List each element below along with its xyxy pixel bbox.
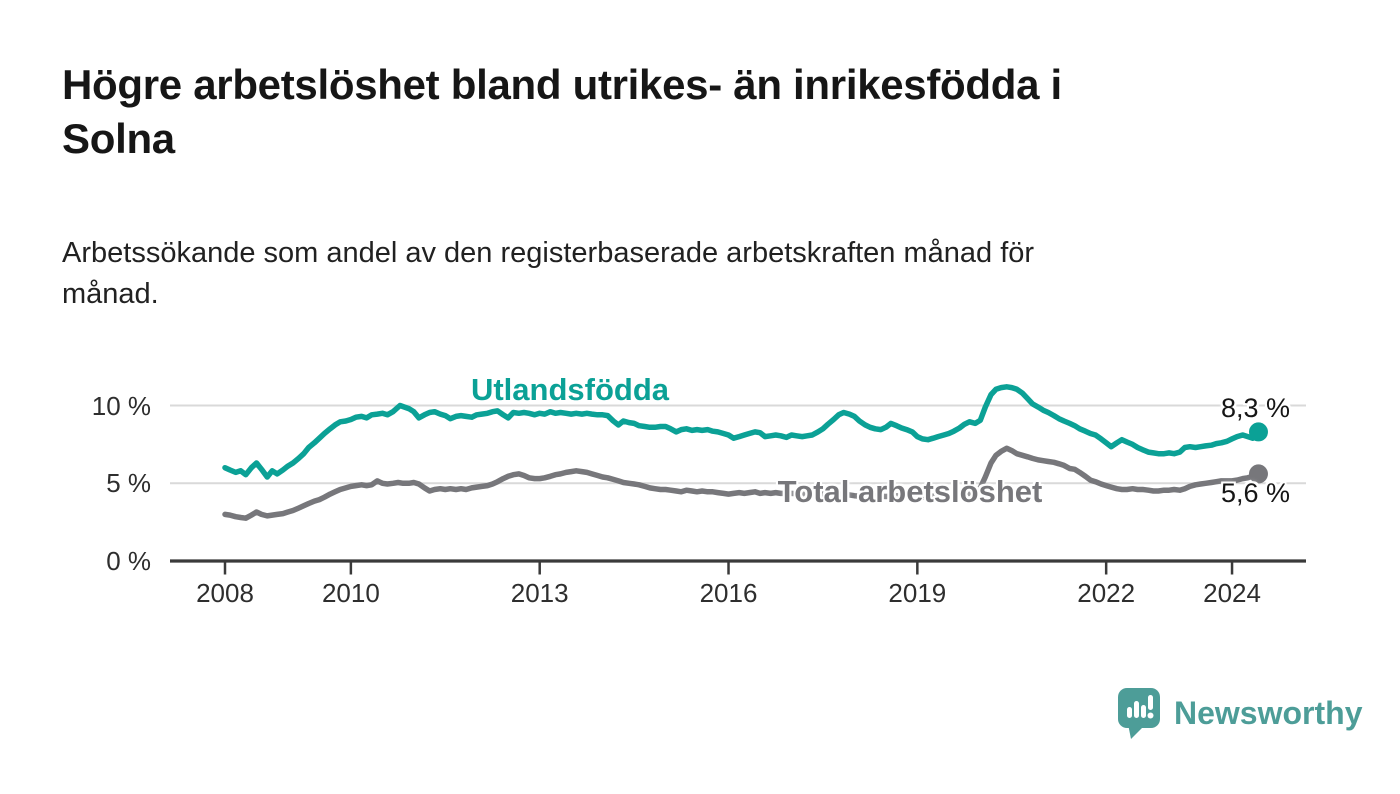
x-axis-tick-label: 2010 [321,578,380,608]
newsworthy-bubble-chart-icon [1116,686,1162,740]
page-title: Högre arbetslöshet bland utrikes- än inr… [62,58,1352,166]
y-axis-tick-label: 5 % [106,468,151,499]
end-value-label-total: 5,6 % [1221,478,1291,508]
x-axis-tick-label: 2016 [699,578,758,608]
series-line [222,384,1262,480]
chart-subtitle: Arbetssökande som andel av den registerb… [62,233,1302,314]
series-end-dot [1248,422,1268,442]
page-title-line1: Högre arbetslöshet bland utrikes- än inr… [62,61,1062,108]
newsworthy-brand-name: Newsworthy [1174,695,1363,731]
x-axis-tick-label: 2013 [510,578,569,608]
y-axis-tick-label: 10 % [91,390,151,421]
series-line [222,445,1262,521]
series-label-total-arbetsloshet: Total arbetslöshet [777,474,1043,509]
x-axis-tick-label: 2008 [196,578,254,608]
series-label-utlandsfodda: Utlandsfödda [470,372,670,407]
page-title-line2: Solna [62,114,175,162]
series-end-dot [1248,464,1268,484]
y-axis-tick-label: 0 % [106,546,151,576]
newsworthy-logo: Newsworthy [1116,686,1362,740]
end-value-label-utlandsfodda: 8,3 % [1221,393,1291,423]
x-axis-tick-label: 2024 [1203,578,1261,608]
x-axis-tick-label: 2022 [1077,578,1136,608]
chart-subtitle-line2: månad. [62,277,159,310]
x-axis-tick-label: 2019 [888,578,947,608]
chart-subtitle-line1: Arbetssökande som andel av den registerb… [62,237,1035,269]
